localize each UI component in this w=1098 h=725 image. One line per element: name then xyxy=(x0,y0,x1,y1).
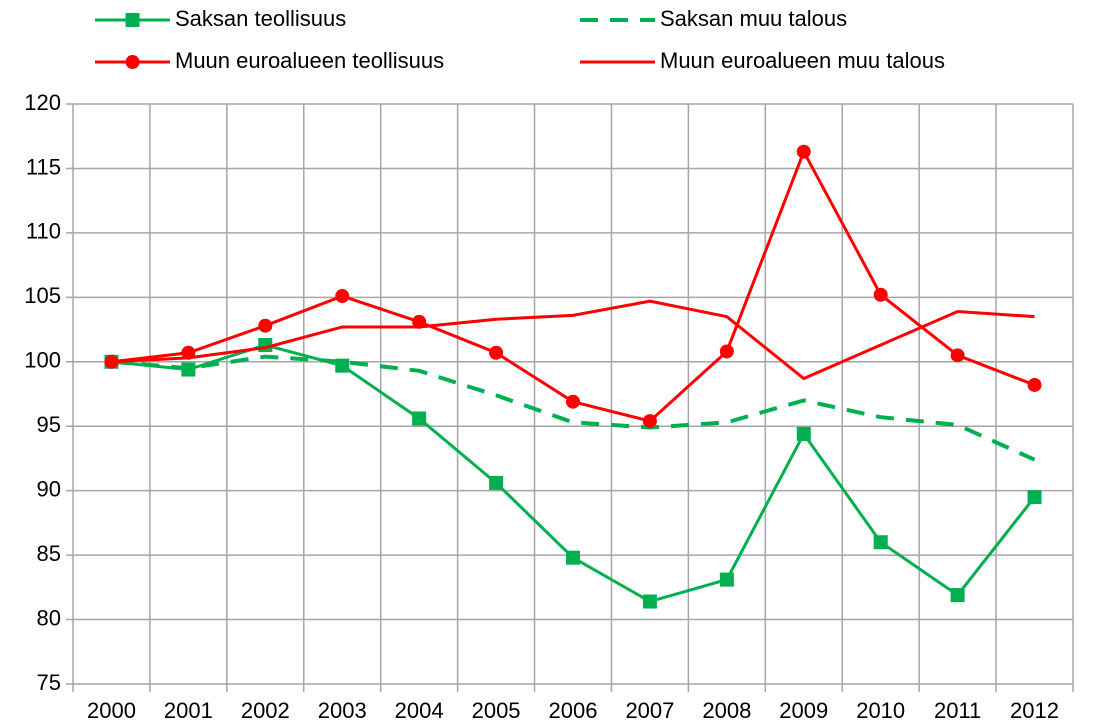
marker xyxy=(950,588,965,603)
marker xyxy=(1027,490,1042,505)
x-tick-label: 2005 xyxy=(472,698,521,723)
marker xyxy=(335,289,350,304)
marker xyxy=(489,345,504,360)
marker xyxy=(566,550,580,565)
x-tick-label: 2010 xyxy=(856,698,905,723)
x-tick-label: 2011 xyxy=(934,698,981,723)
marker xyxy=(335,358,350,373)
legend-label: Saksan muu talous xyxy=(660,6,847,31)
x-tick-label: 2002 xyxy=(241,698,290,723)
series-line xyxy=(111,299,1035,381)
x-tick-label: 2007 xyxy=(625,698,674,723)
marker xyxy=(489,475,504,490)
series-line xyxy=(111,148,1036,423)
marker xyxy=(873,287,888,302)
x-tick-label: 2006 xyxy=(549,698,598,723)
y-tick-label: 85 xyxy=(37,541,61,566)
y-tick-label: 80 xyxy=(37,605,61,630)
legend-label: Saksan teollisuus xyxy=(175,6,346,31)
legend-label: Muun euroalueen muu talous xyxy=(660,48,945,73)
x-tick-label: 2009 xyxy=(779,698,828,723)
marker xyxy=(719,572,734,587)
marker xyxy=(796,426,811,441)
marker xyxy=(950,348,965,363)
marker xyxy=(566,394,580,409)
y-tick-label: 105 xyxy=(24,283,61,308)
series-line xyxy=(111,354,1036,462)
y-tick-label: 120 xyxy=(24,90,61,115)
marker xyxy=(719,344,734,359)
y-tick-label: 110 xyxy=(26,219,61,244)
marker xyxy=(873,535,888,550)
y-tick-label: 90 xyxy=(37,476,61,501)
marker xyxy=(642,414,657,429)
x-tick-label: 2012 xyxy=(1010,698,1059,723)
marker xyxy=(412,411,427,426)
y-tick-label: 75 xyxy=(37,670,61,695)
marker xyxy=(1027,377,1042,392)
marker xyxy=(796,144,811,159)
x-tick-label: 2008 xyxy=(702,698,751,723)
legend-marker xyxy=(125,13,140,27)
y-tick-label: 95 xyxy=(37,412,61,437)
legend-marker xyxy=(125,55,140,69)
y-tick-label: 115 xyxy=(26,154,61,179)
y-tick-label: 100 xyxy=(24,348,61,373)
marker xyxy=(642,594,657,609)
x-tick-label: 2001 xyxy=(164,698,213,723)
x-tick-label: 2003 xyxy=(318,698,367,723)
marker xyxy=(258,318,273,333)
legend-label: Muun euroalueen teollisuus xyxy=(175,48,444,73)
x-tick-label: 2004 xyxy=(395,698,444,723)
x-tick-label: 2000 xyxy=(87,698,136,723)
